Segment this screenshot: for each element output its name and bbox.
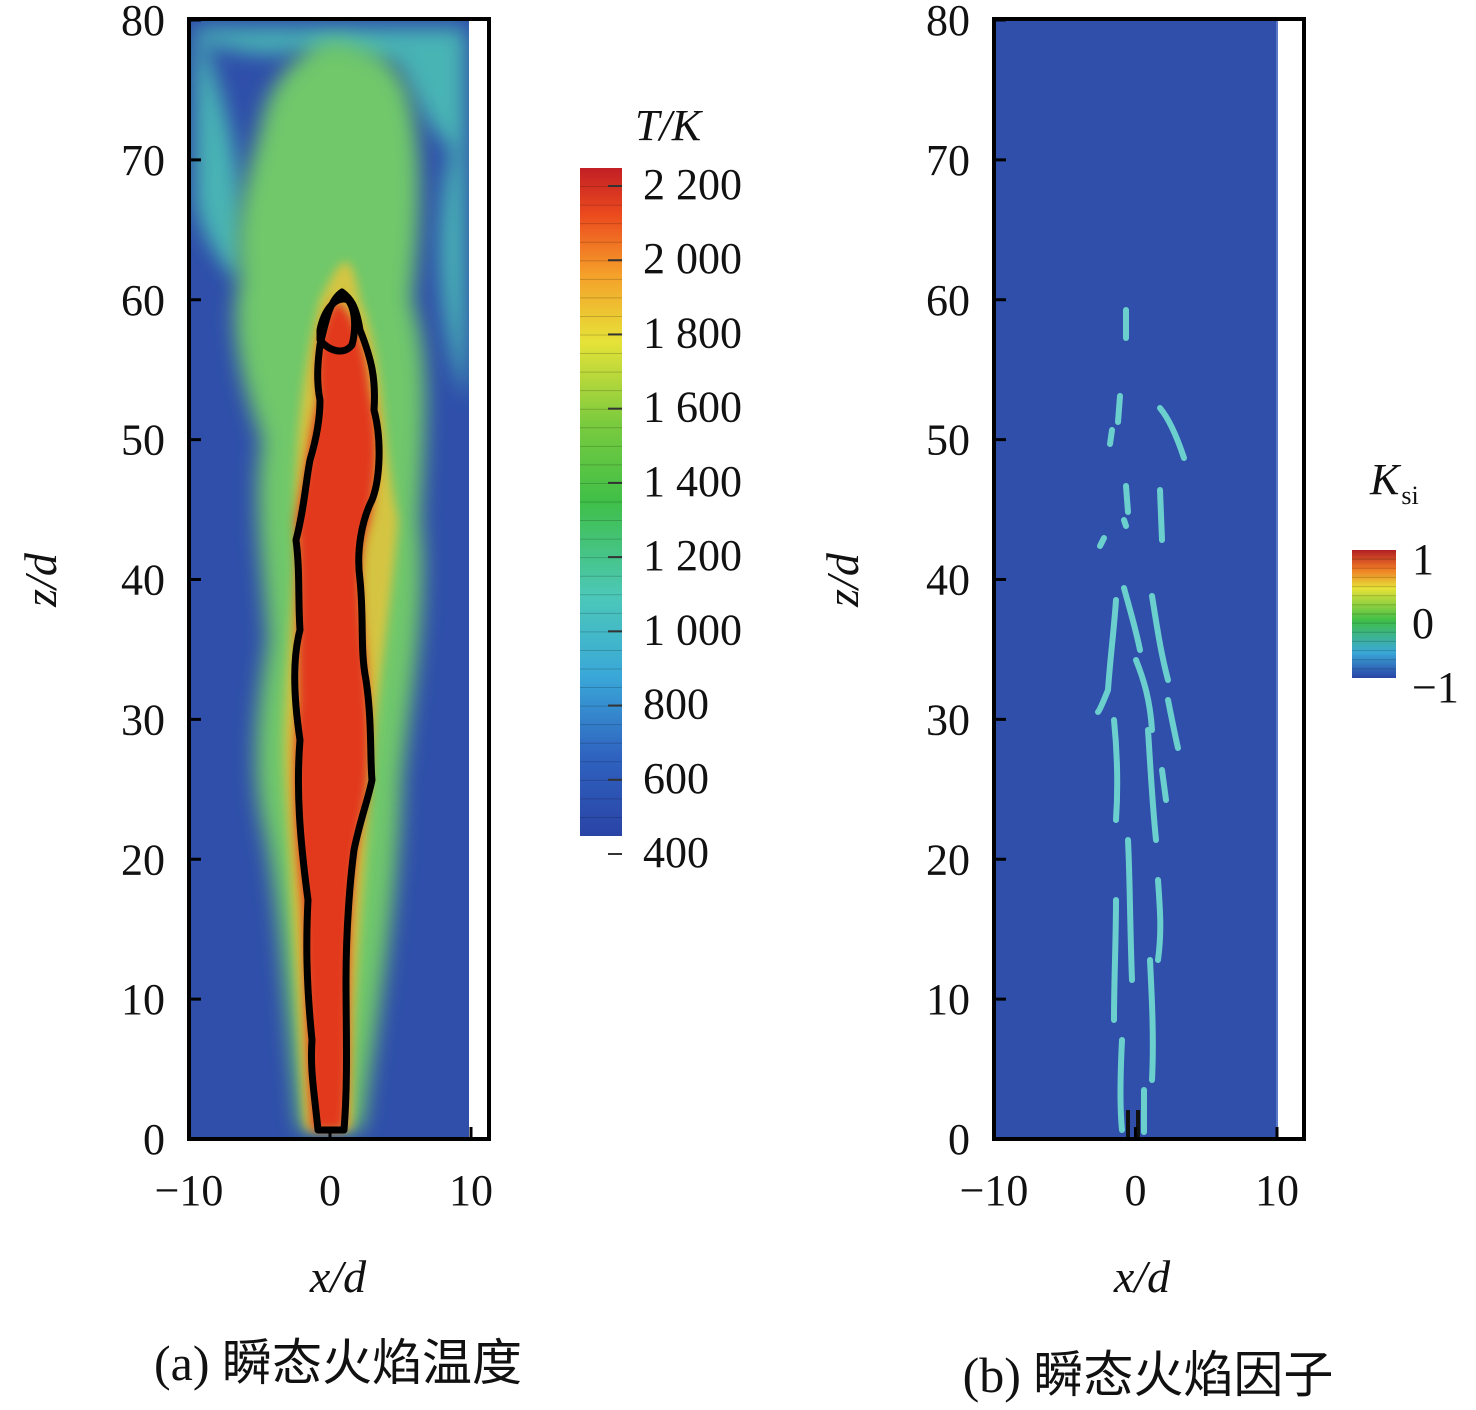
colorbar-flame-index-ticks: 1 0 −1 bbox=[1412, 535, 1459, 712]
colorbar-temperature-tick-label: 600 bbox=[643, 754, 709, 803]
colorbar-flame-index-tick-label: −1 bbox=[1412, 663, 1459, 712]
hot-core bbox=[294, 300, 377, 1130]
x-tick-label-a: 0 bbox=[319, 1166, 341, 1215]
y-tick-label-b: 60 bbox=[926, 276, 970, 325]
x-tick-label-a: 10 bbox=[449, 1166, 493, 1215]
colorbar-flame-index-title-sub: si bbox=[1401, 481, 1418, 510]
flame-contour bbox=[291, 288, 383, 1134]
colorbar-temperature-tick-label: 2 200 bbox=[643, 160, 742, 209]
y-tick-label-a: 0 bbox=[143, 1115, 165, 1164]
xlabel-a: x/d bbox=[309, 1251, 367, 1302]
ylabel-b: z/d bbox=[817, 552, 868, 608]
y-tick-label-b: 70 bbox=[926, 136, 970, 185]
ylabel-a: z/d bbox=[15, 552, 66, 608]
colorbar-temperature-tick-label: 1 200 bbox=[643, 531, 742, 580]
y-tick-label-a: 50 bbox=[121, 416, 165, 465]
colorbar-flame-index-tick-label: 0 bbox=[1412, 599, 1434, 648]
xlabel-b: x/d bbox=[1113, 1251, 1171, 1302]
y-tick-label-a: 10 bbox=[121, 975, 165, 1024]
y-tick-label-a: 40 bbox=[121, 556, 165, 605]
x-tick-label-b: −10 bbox=[960, 1166, 1029, 1215]
flame-index-field bbox=[994, 20, 1276, 1138]
colorbar-temperature-title: T/K bbox=[635, 101, 704, 150]
colorbar-temperature-ticks: 2 200 2 000 1 800 1 600 1 400 1 200 1 000 800 60… bbox=[608, 160, 742, 877]
temperature-field bbox=[189, 20, 469, 1138]
colorbar-temperature-tick-label: 1 600 bbox=[643, 383, 742, 432]
x-tick-label-b: 0 bbox=[1125, 1166, 1147, 1215]
colorbar-flame-index-title: Ksi bbox=[1369, 455, 1419, 510]
y-tick-label-b: 10 bbox=[926, 975, 970, 1024]
y-tick-label-a: 70 bbox=[121, 136, 165, 185]
y-tick-label-b: 30 bbox=[926, 695, 970, 744]
colorbar-temperature: T/K 2 200 2 000 1 800 1 600 1 400 1 200 1 000 8… bbox=[580, 101, 742, 877]
plume-outer bbox=[195, 28, 466, 400]
colorbar-flame-index-tick-label: 1 bbox=[1412, 535, 1434, 584]
y-tick-label-b: 50 bbox=[926, 416, 970, 465]
y-tick-label-b: 0 bbox=[948, 1115, 970, 1164]
caption-b: (b) 瞬态火焰因子 bbox=[963, 1347, 1334, 1403]
colorbar-temperature-tick-label: 1 000 bbox=[643, 605, 742, 654]
y-tick-label-a: 30 bbox=[121, 695, 165, 744]
x-tick-label-b: 10 bbox=[1255, 1166, 1299, 1215]
y-tick-label-b: 40 bbox=[926, 556, 970, 605]
y-tick-label-a: 80 bbox=[121, 0, 165, 45]
y-tick-label-b: 20 bbox=[926, 835, 970, 884]
caption-a: (a) 瞬态火焰温度 bbox=[154, 1335, 522, 1391]
flame-index-marks bbox=[1095, 307, 1187, 1135]
colorbar-flame-index-bands bbox=[1352, 558, 1396, 670]
colorbar-temperature-ramp bbox=[580, 168, 622, 836]
y-tick-label-a: 60 bbox=[121, 276, 165, 325]
x-tick-label-a: −10 bbox=[155, 1166, 224, 1215]
colorbar-temperature-tick-label: 1 800 bbox=[643, 308, 742, 357]
colorbar-flame-index-ramp bbox=[1352, 550, 1396, 678]
colorbar-temperature-tick-label: 800 bbox=[643, 680, 709, 729]
colorbar-temperature-tick-label: 2 000 bbox=[643, 234, 742, 283]
y-tick-label-b: 80 bbox=[926, 0, 970, 45]
colorbar-flame-index: Ksi 1 0 −1 bbox=[1352, 455, 1459, 712]
colorbar-temperature-tick-label: 400 bbox=[643, 828, 709, 877]
y-tick-label-a: 20 bbox=[121, 835, 165, 884]
colorbar-temperature-tick-label: 1 400 bbox=[643, 457, 742, 506]
colorbar-flame-index-title-main: K bbox=[1369, 455, 1402, 504]
